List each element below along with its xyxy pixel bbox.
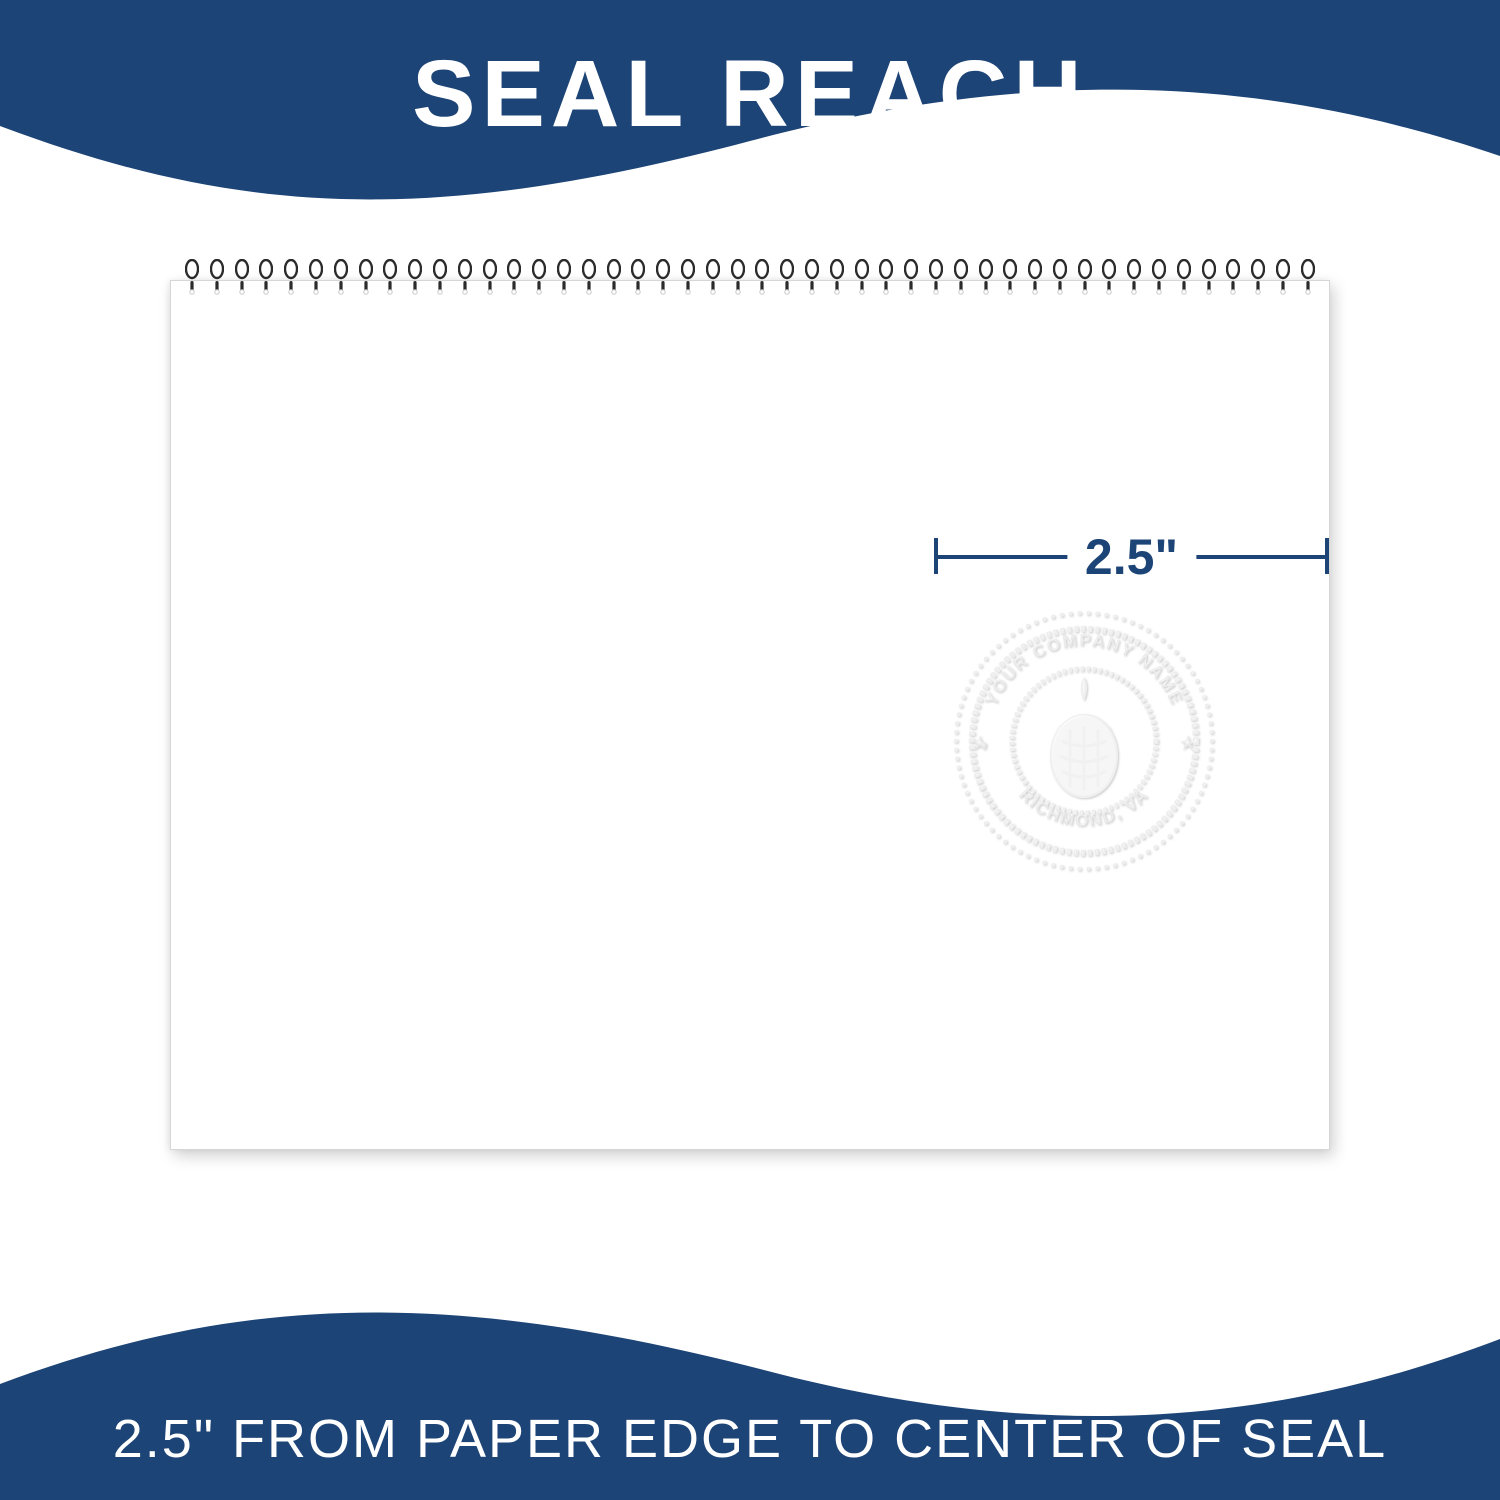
measurement-cap-right	[1325, 538, 1329, 574]
spiral-ring	[607, 259, 621, 295]
spiral-ring	[1028, 259, 1042, 295]
spiral-ring	[383, 259, 397, 295]
measurement-label-wrap: 2.5"	[1067, 532, 1196, 582]
footer-banner	[0, 1300, 1500, 1500]
spiral-ring	[359, 259, 373, 295]
spiral-ring	[656, 259, 670, 295]
measurement-label: 2.5"	[1085, 529, 1178, 585]
spiral-ring	[904, 259, 918, 295]
spiral-ring	[929, 259, 943, 295]
spiral-ring	[830, 259, 844, 295]
spiral-ring	[1276, 259, 1290, 295]
spiral-ring	[507, 259, 521, 295]
spiral-ring	[731, 259, 745, 295]
measurement-indicator: 2.5"	[934, 538, 1329, 576]
spiral-ring	[235, 259, 249, 295]
spiral-ring	[259, 259, 273, 295]
spiral-ring	[681, 259, 695, 295]
spiral-ring	[954, 259, 968, 295]
spiral-ring	[1053, 259, 1067, 295]
spiral-ring	[1003, 259, 1017, 295]
spiral-ring	[1152, 259, 1166, 295]
spiral-ring	[185, 259, 199, 295]
spiral-ring	[1127, 259, 1141, 295]
spiral-ring	[1078, 259, 1092, 295]
spiral-ring	[1301, 259, 1315, 295]
embossed-seal: YOUR COMPANY NAME RICHMOND, VA	[944, 601, 1224, 881]
spiral-ring	[408, 259, 422, 295]
notebook-paper: 2.5"	[170, 280, 1330, 1150]
spiral-ring	[309, 259, 323, 295]
spiral-ring	[855, 259, 869, 295]
spiral-ring	[706, 259, 720, 295]
spiral-ring	[780, 259, 794, 295]
spiral-ring	[805, 259, 819, 295]
spiral-ring	[334, 259, 348, 295]
page-subtitle: 2.5" FROM PAPER EDGE TO CENTER OF SEAL	[0, 1408, 1500, 1470]
page-title: SEAL REACH	[0, 40, 1500, 149]
footer-wave	[0, 1299, 1500, 1419]
spiral-ring	[879, 259, 893, 295]
spiral-ring	[284, 259, 298, 295]
spiral-binding	[185, 259, 1315, 295]
spiral-ring	[1226, 259, 1240, 295]
spiral-ring	[483, 259, 497, 295]
spiral-ring	[582, 259, 596, 295]
spiral-ring	[1202, 259, 1216, 295]
spiral-ring	[210, 259, 224, 295]
spiral-ring	[631, 259, 645, 295]
spiral-ring	[532, 259, 546, 295]
spiral-ring	[1102, 259, 1116, 295]
spiral-ring	[979, 259, 993, 295]
measurement-cap-left	[934, 538, 938, 574]
spiral-ring	[1177, 259, 1191, 295]
spiral-ring	[1251, 259, 1265, 295]
spiral-ring	[557, 259, 571, 295]
spiral-ring	[433, 259, 447, 295]
spiral-ring	[458, 259, 472, 295]
spiral-ring	[755, 259, 769, 295]
